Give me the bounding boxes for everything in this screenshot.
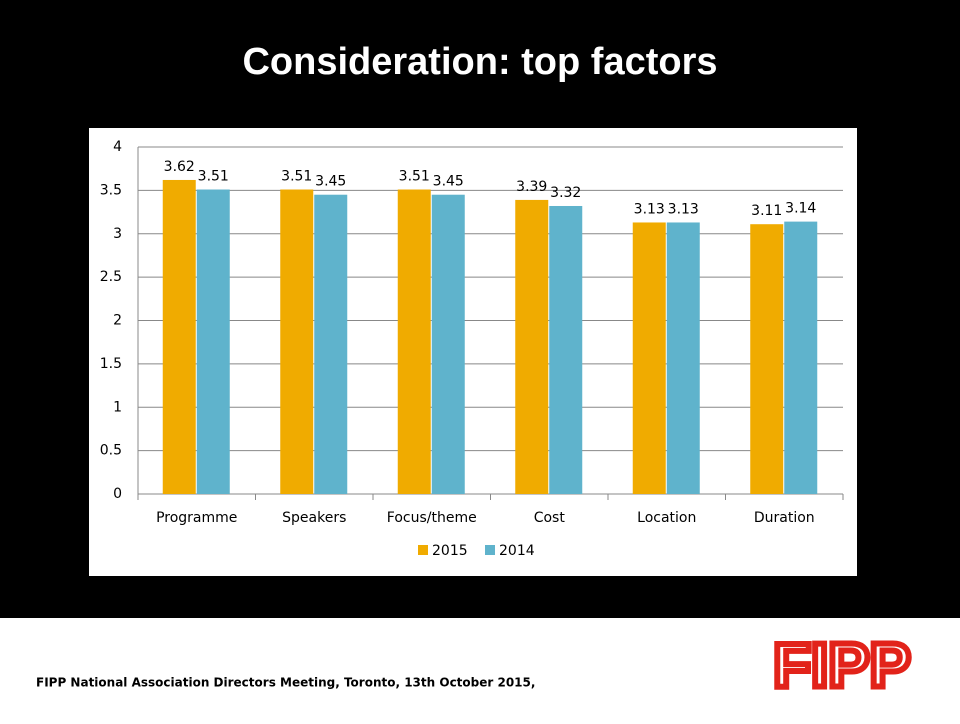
bar xyxy=(397,189,431,494)
x-tick-label: Cost xyxy=(534,510,566,526)
data-label: 3.13 xyxy=(668,201,699,217)
legend-swatch xyxy=(418,545,428,555)
x-tick-label: Focus/theme xyxy=(387,510,477,526)
bar xyxy=(196,189,230,494)
legend-label: 2015 xyxy=(432,543,468,559)
bar xyxy=(431,194,465,494)
bar xyxy=(515,199,549,495)
x-tick-label: Programme xyxy=(156,510,237,526)
data-label: 3.51 xyxy=(281,169,312,185)
bar xyxy=(549,205,583,495)
y-tick-label: 1.5 xyxy=(100,356,122,372)
bar xyxy=(784,221,818,495)
data-label: 3.11 xyxy=(751,203,782,219)
data-label: 3.13 xyxy=(634,201,665,217)
legend-swatch xyxy=(485,545,495,555)
bar xyxy=(314,194,348,494)
logo: FIPP xyxy=(773,631,911,700)
data-label: 3.45 xyxy=(433,174,464,190)
slide-title: Consideration: top factors xyxy=(242,41,717,83)
data-label: 3.51 xyxy=(399,169,430,185)
bar xyxy=(750,224,784,494)
data-label: 3.45 xyxy=(315,174,346,190)
data-label: 3.62 xyxy=(164,159,195,175)
y-tick-label: 3.5 xyxy=(100,182,122,198)
y-tick-label: 0.5 xyxy=(100,443,122,459)
bar xyxy=(666,222,700,494)
data-label: 3.14 xyxy=(785,201,816,217)
y-tick-label: 4 xyxy=(113,139,122,155)
y-tick-label: 0 xyxy=(113,486,122,502)
bar xyxy=(162,179,196,494)
x-tick-label: Duration xyxy=(754,510,815,526)
y-tick-label: 2 xyxy=(113,313,122,329)
footer-text: FIPP National Association Directors Meet… xyxy=(36,676,535,690)
data-label: 3.39 xyxy=(516,179,547,195)
x-tick-label: Location xyxy=(637,510,696,526)
y-tick-label: 2.5 xyxy=(100,269,122,285)
y-tick-label: 3 xyxy=(113,226,122,242)
bar xyxy=(632,222,666,494)
bar xyxy=(280,189,314,494)
data-label: 3.51 xyxy=(198,169,229,185)
y-tick-label: 1 xyxy=(113,399,122,415)
x-tick-label: Speakers xyxy=(282,510,346,526)
slide-footer-bg xyxy=(0,618,960,720)
legend-label: 2014 xyxy=(499,543,535,559)
data-label: 3.32 xyxy=(550,185,581,201)
